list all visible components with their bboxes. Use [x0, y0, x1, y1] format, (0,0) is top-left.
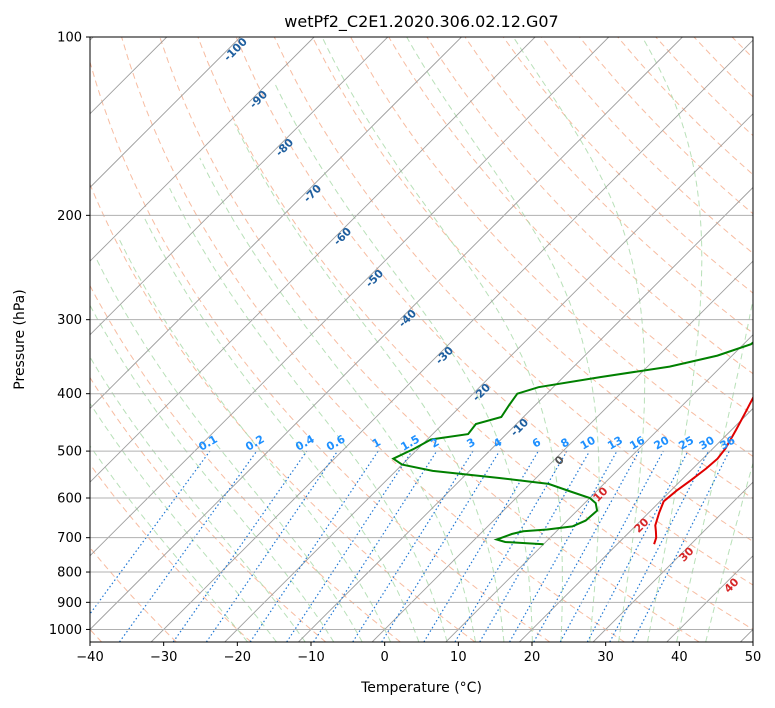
moist-adiabat [406, 37, 600, 642]
pressure-grid [90, 37, 753, 630]
dry-adiabat [90, 376, 327, 642]
y-axis: 100 200 300 400 500 600 700 800 900 1000 [49, 31, 90, 638]
mixing-ratio-line [509, 450, 618, 642]
moist-adiabat [676, 296, 753, 642]
mixing-ratio-line [172, 450, 308, 642]
moist-adiabat [705, 461, 753, 642]
chart-title: wetPf2_C2E1.2020.306.02.12.G07 [284, 12, 558, 32]
y-tick-label: 900 [57, 596, 82, 611]
x-tick-label: 0 [381, 650, 389, 665]
moist-adiabat [274, 83, 533, 642]
mixing-ratio-line [313, 450, 438, 642]
x-tick-label: 20 [524, 650, 541, 665]
isotherm-line [90, 37, 610, 557]
plot-area [90, 37, 753, 642]
isotherm-line [90, 37, 389, 336]
isotherm-line [150, 39, 753, 642]
isotherm-line [371, 260, 753, 642]
x-tick-label: 50 [745, 650, 762, 665]
isotherm-line [90, 37, 462, 410]
moist-adiabat [169, 187, 448, 642]
moist-adiabat [641, 37, 703, 642]
mixing-ratio-line [533, 450, 640, 642]
isotherm-line [90, 37, 536, 483]
dry-adiabat [311, 37, 753, 500]
isotherm-line [298, 186, 753, 642]
isotherm-line [592, 481, 753, 642]
y-tick-label: 800 [57, 566, 82, 581]
x-tick-label: −10 [297, 650, 324, 665]
dry-adiabat [90, 60, 551, 642]
mixing-ratio-line [205, 450, 339, 642]
y-tick-label: 200 [57, 209, 82, 224]
y-tick-label: 1000 [49, 623, 82, 638]
x-tick-label: −40 [76, 650, 103, 665]
dry-adiabat [502, 37, 753, 294]
mixing-ratio-line [381, 450, 500, 642]
plot-frame [89, 36, 754, 643]
moist-adiabat [90, 445, 248, 642]
y-axis-label: Pressure (hPa) [12, 289, 28, 389]
mixing-ratio-line [479, 450, 591, 642]
x-tick-label: −20 [224, 650, 251, 665]
dry-adiabat [90, 463, 252, 642]
x-tick-label: 30 [597, 650, 614, 665]
isotherm-line [445, 334, 753, 642]
dry-adiabat [273, 37, 753, 543]
x-axis-label: Temperature (°C) [360, 680, 482, 696]
y-tick-label: 100 [57, 31, 82, 46]
x-axis: −40 −30 −20 −10 0 10 20 30 40 50 [76, 642, 761, 665]
mixing-ratio-line [559, 450, 664, 642]
moist-adiabat [142, 215, 420, 642]
isotherm-line [90, 37, 683, 631]
y-tick-label: 500 [57, 445, 82, 460]
moist-adiabat [90, 402, 277, 642]
isotherm-line [519, 407, 753, 642]
moist-adiabat [94, 256, 363, 642]
y-tick-label: 300 [57, 313, 82, 328]
moist-adiabat [90, 304, 335, 642]
moist-adiabat [512, 37, 646, 642]
isotherm-line [90, 37, 315, 262]
moist-adiabat [234, 123, 505, 642]
moist-adiabat [90, 356, 306, 642]
mixing-ratio-line [352, 450, 474, 642]
dry-adiabat [197, 37, 753, 630]
dewpoint-line [391, 341, 753, 546]
dry-adiabat [159, 37, 700, 642]
moist-adiabat [119, 239, 391, 642]
x-tick-label: 40 [671, 650, 688, 665]
y-tick-label: 700 [57, 531, 82, 546]
mixing-ratio-line [423, 450, 539, 642]
y-tick-label: 600 [57, 492, 82, 507]
x-tick-label: 10 [450, 650, 467, 665]
dry-adiabat [235, 37, 753, 586]
y-tick-label: 400 [57, 387, 82, 402]
isotherm-line [224, 113, 753, 642]
temperature-line [653, 395, 753, 545]
isotherm-line [90, 37, 241, 189]
x-tick-label: −30 [150, 650, 177, 665]
profiles [391, 341, 753, 546]
